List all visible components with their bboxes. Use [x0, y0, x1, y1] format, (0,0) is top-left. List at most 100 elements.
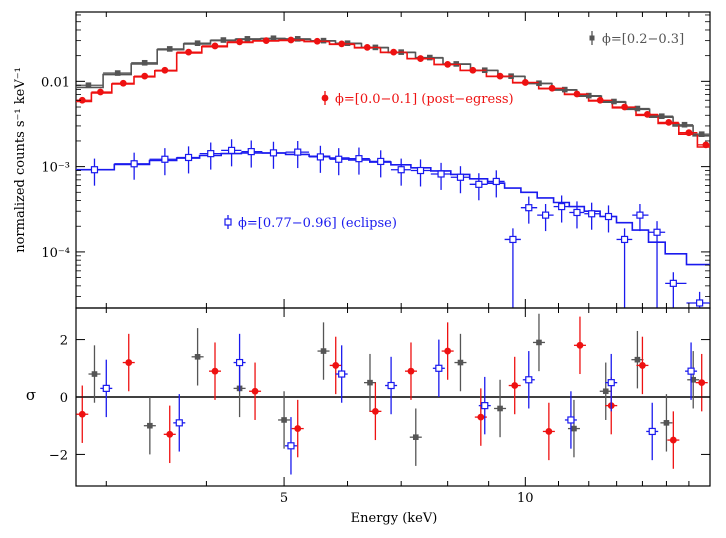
marker	[525, 204, 533, 212]
marker	[371, 407, 379, 415]
x-axis-label: Energy (keV)	[351, 511, 438, 526]
marker	[648, 427, 656, 436]
phase_02_03-residual-point	[409, 408, 422, 466]
phase_02_03-point	[625, 105, 650, 112]
phase_00_01-point	[329, 40, 355, 48]
marker	[235, 358, 244, 367]
marker	[536, 339, 542, 346]
marker	[620, 235, 629, 244]
marker	[690, 376, 697, 383]
phase_02_03-point	[131, 59, 158, 66]
marker	[175, 419, 183, 427]
marker	[211, 42, 219, 50]
marker	[698, 131, 705, 137]
marker	[571, 425, 577, 432]
phase_00_01-residual-point	[76, 385, 89, 443]
top-panel-data-points	[76, 35, 710, 308]
phase_02_03-residual-point	[599, 362, 612, 420]
marker	[521, 79, 529, 86]
marker	[294, 36, 301, 42]
marker	[344, 40, 351, 46]
top-panel-y-axis-label: normalized counts s⁻¹ keV⁻¹	[13, 67, 28, 253]
phase_02_03-residual-point	[317, 322, 330, 380]
marker	[377, 157, 385, 166]
marker	[497, 405, 503, 412]
legend-label: ϕ=[0.77−0.96] (eclipse)	[238, 216, 397, 231]
phase_02_03-residual-point	[88, 345, 101, 403]
marker	[576, 341, 584, 349]
phase_00_01-point	[91, 88, 112, 96]
y-tick-label: 0.01	[41, 75, 70, 90]
phase_00_01-residual-point	[122, 333, 135, 392]
marker	[585, 92, 592, 99]
marker	[338, 370, 346, 378]
marker	[548, 84, 556, 92]
marker	[355, 155, 363, 163]
top-panel-y-ticks: 0.01 10⁻³ 10⁻⁴	[41, 14, 710, 297]
marker	[573, 208, 581, 217]
marker	[475, 180, 483, 188]
phase_00_01-point	[678, 129, 698, 137]
marker	[588, 210, 596, 218]
marker	[184, 153, 193, 162]
marker	[611, 98, 617, 105]
phase_077_096-point	[241, 140, 263, 168]
marker	[78, 410, 86, 418]
phase_077_096-residual-point	[564, 391, 577, 449]
marker	[573, 90, 581, 98]
phase_00_01-point	[612, 103, 636, 111]
phase_077_096-residual-point	[685, 342, 698, 400]
marker	[457, 359, 464, 366]
phase_02_03-point	[693, 131, 710, 137]
phase_00_01-residual-point	[474, 388, 487, 446]
marker	[427, 54, 433, 61]
phase_00_01-legend-entry: ϕ=[0.0−0.1] (post−egress)	[321, 91, 514, 107]
marker	[669, 436, 677, 444]
phase_00_01-point	[111, 79, 134, 87]
bottom-panel-y-axis-label: σ	[26, 386, 36, 404]
marker	[456, 173, 465, 181]
phase_00_01-residual-point	[695, 353, 708, 412]
marker	[316, 153, 324, 161]
x-tick-label: 5	[280, 491, 288, 506]
phase_00_01-residual-point	[329, 336, 342, 395]
phase_02_03-point	[576, 92, 602, 99]
marker	[509, 235, 517, 244]
phase_077_096-point	[665, 272, 687, 308]
phase_077_096-residual-point	[432, 339, 445, 397]
marker	[567, 416, 575, 424]
marker	[665, 119, 673, 126]
phase_077_096-residual-point	[335, 345, 348, 403]
phase_077_096-point	[114, 152, 150, 180]
phase_077_096-point	[149, 148, 177, 176]
phase_02_03-residual-point	[363, 353, 376, 412]
phase_00_01-point	[201, 42, 228, 50]
marker	[294, 148, 302, 156]
phase_00_01-residual-point	[667, 411, 680, 469]
y-tick-label: 10⁻³	[41, 161, 70, 176]
marker	[262, 37, 270, 45]
phase_077_096-point	[369, 150, 391, 178]
marker	[335, 155, 343, 163]
marker	[698, 379, 706, 387]
phase_077_096-point	[199, 142, 222, 170]
phase_00_01-residual-point	[404, 342, 417, 400]
phase_00_01-point	[658, 119, 679, 126]
phase_077_096-residual-point	[478, 376, 491, 435]
marker	[634, 356, 641, 363]
marker	[685, 129, 693, 137]
x-tick-label: 10	[517, 491, 534, 506]
phase_00_01-point	[512, 79, 539, 86]
phase_02_03-point	[103, 70, 132, 76]
marker	[247, 148, 255, 156]
marker	[621, 103, 628, 111]
marker	[561, 86, 568, 93]
marker	[702, 141, 710, 149]
marker	[141, 72, 149, 80]
marker	[78, 96, 86, 104]
marker	[696, 299, 704, 307]
phase_077_096-point	[176, 146, 200, 174]
marker	[390, 48, 398, 56]
marker	[91, 371, 98, 377]
